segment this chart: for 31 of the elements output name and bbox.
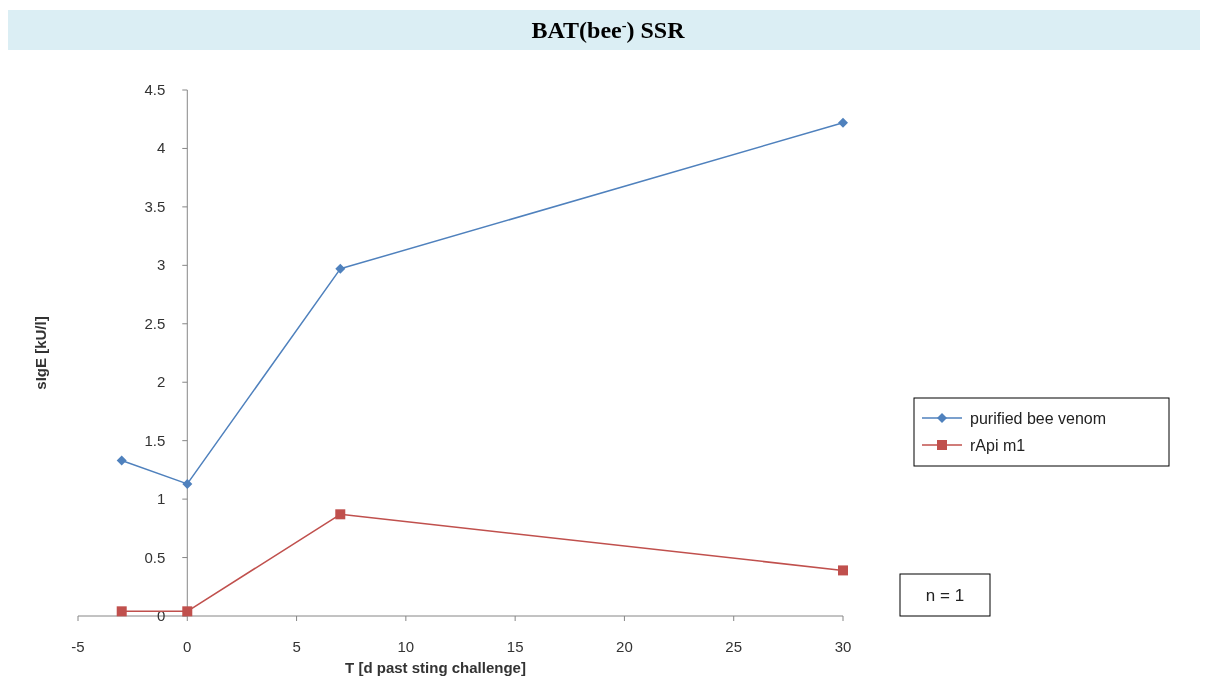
point <box>182 606 193 617</box>
x-tick-label: 25 <box>725 638 743 655</box>
y-axis-title: sIgE [kU/l] <box>32 316 49 390</box>
legend-label: rApi m1 <box>970 437 1026 454</box>
y-tick-label: 4 <box>156 139 166 157</box>
point <box>838 117 848 128</box>
text: n = 1 <box>925 586 965 605</box>
point <box>838 565 848 576</box>
x-axis-title: T [d past sting challenge] <box>345 659 526 676</box>
point <box>182 478 193 489</box>
x-tick-label: 15 <box>506 638 524 655</box>
x-tick-label: 10 <box>397 638 415 655</box>
legend-label: purified bee venom <box>970 410 1107 427</box>
y-tick-label: 2.5 <box>144 314 166 332</box>
x-tick-label: 30 <box>834 638 852 655</box>
x-tick-label: 5 <box>292 638 301 655</box>
y-tick-label: 0.5 <box>144 548 166 566</box>
point <box>116 606 127 617</box>
y-tick-label: 1 <box>156 490 166 508</box>
x-tick-label: 0 <box>183 638 192 655</box>
y-tick-label: 3 <box>156 256 166 274</box>
y-tick-label: 1.5 <box>144 431 166 449</box>
x-tick-label: 20 <box>616 638 633 655</box>
y-tick-label: 4.5 <box>144 81 166 98</box>
point <box>116 455 127 466</box>
chart-title: BAT(bee$^{-}$) SSR <box>531 17 686 43</box>
point <box>335 509 346 520</box>
point <box>335 263 346 274</box>
x-tick-label: -5 <box>71 638 85 655</box>
y-tick-label: 3.5 <box>144 197 166 215</box>
y-tick-label: 2 <box>156 373 166 391</box>
